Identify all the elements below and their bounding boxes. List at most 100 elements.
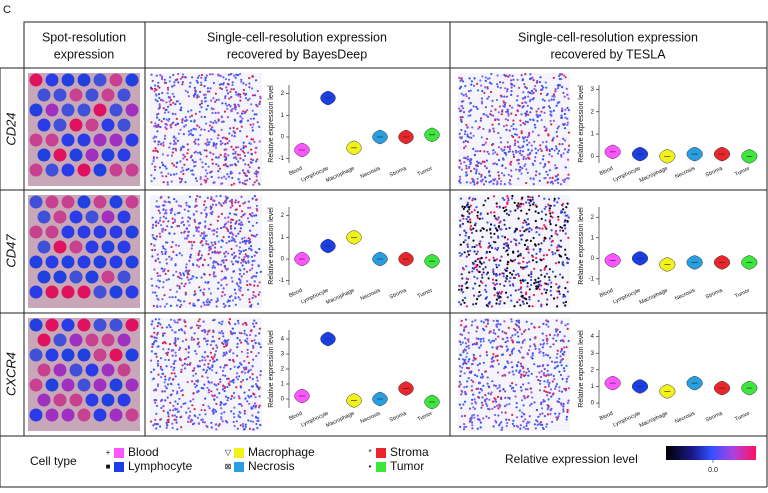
cell — [242, 202, 244, 204]
cell — [159, 126, 161, 128]
cell — [471, 421, 473, 423]
cell — [536, 409, 538, 411]
spot — [102, 271, 115, 284]
cell — [522, 203, 524, 205]
cell — [552, 253, 554, 255]
cell — [169, 124, 171, 126]
spot — [102, 394, 115, 407]
cell — [236, 208, 238, 210]
cell — [243, 145, 245, 147]
cell — [484, 176, 486, 178]
cell — [199, 104, 201, 106]
cell — [547, 134, 549, 136]
cell — [480, 230, 482, 232]
cell — [215, 403, 217, 405]
cell — [522, 420, 524, 422]
cell — [206, 369, 208, 371]
cell — [161, 76, 163, 78]
cell — [501, 235, 503, 237]
cell — [500, 87, 502, 89]
cell — [233, 252, 235, 254]
cell — [539, 280, 541, 282]
cell — [471, 321, 473, 323]
cell — [479, 240, 481, 242]
cell — [176, 254, 178, 256]
cell — [467, 360, 469, 362]
cell — [493, 179, 495, 181]
cell — [204, 129, 206, 131]
cell — [255, 199, 257, 201]
spot — [118, 89, 131, 102]
cell — [459, 220, 461, 222]
cell — [494, 294, 496, 296]
cell — [184, 402, 186, 404]
cell — [211, 381, 213, 383]
cell — [482, 385, 484, 387]
cell — [187, 216, 189, 218]
spot — [110, 409, 123, 422]
cell — [241, 275, 243, 277]
cell — [155, 353, 157, 355]
cell — [200, 84, 202, 86]
cell — [238, 278, 240, 280]
cell — [194, 128, 196, 130]
cell — [204, 357, 206, 359]
cell — [519, 152, 521, 154]
spot — [70, 211, 83, 224]
cell — [223, 303, 225, 305]
cell — [486, 98, 488, 100]
cell — [212, 336, 214, 338]
cell — [472, 198, 474, 200]
cell — [562, 358, 564, 360]
cell — [181, 167, 183, 169]
cell — [552, 343, 554, 345]
cell — [497, 295, 499, 297]
cell — [156, 272, 158, 274]
cell — [203, 204, 205, 206]
cell — [204, 116, 206, 118]
cell — [468, 206, 470, 208]
cell — [213, 230, 215, 232]
cell — [492, 279, 494, 281]
spot — [118, 241, 131, 254]
cell — [161, 399, 163, 401]
cell — [203, 288, 205, 290]
cell — [461, 277, 463, 279]
cell — [188, 130, 190, 132]
cell — [508, 403, 510, 405]
cell — [483, 271, 485, 273]
cell — [208, 130, 210, 132]
cell — [465, 393, 467, 395]
spot — [110, 134, 123, 147]
cell — [487, 323, 489, 325]
cell — [198, 226, 200, 228]
cell — [159, 217, 161, 219]
cell — [199, 91, 201, 93]
cell — [152, 291, 154, 293]
cell — [222, 374, 224, 376]
cell — [206, 355, 208, 357]
cell — [246, 280, 248, 282]
cell — [251, 408, 253, 410]
cell — [484, 394, 486, 396]
cell — [219, 423, 221, 425]
cell — [552, 240, 554, 242]
cell — [469, 228, 471, 230]
cell — [511, 320, 513, 322]
cell — [239, 273, 241, 275]
cell — [527, 172, 529, 174]
cell — [529, 111, 531, 113]
cell — [167, 173, 169, 175]
cell — [513, 373, 515, 375]
cell — [503, 100, 505, 102]
cell — [547, 364, 549, 366]
legend-symbol: • — [369, 462, 372, 471]
cell — [230, 248, 232, 250]
spot — [46, 226, 59, 239]
cell — [237, 343, 239, 345]
cell — [189, 256, 191, 258]
cell — [567, 291, 569, 293]
cell — [232, 328, 234, 330]
cell — [544, 415, 546, 417]
cell — [240, 262, 242, 264]
